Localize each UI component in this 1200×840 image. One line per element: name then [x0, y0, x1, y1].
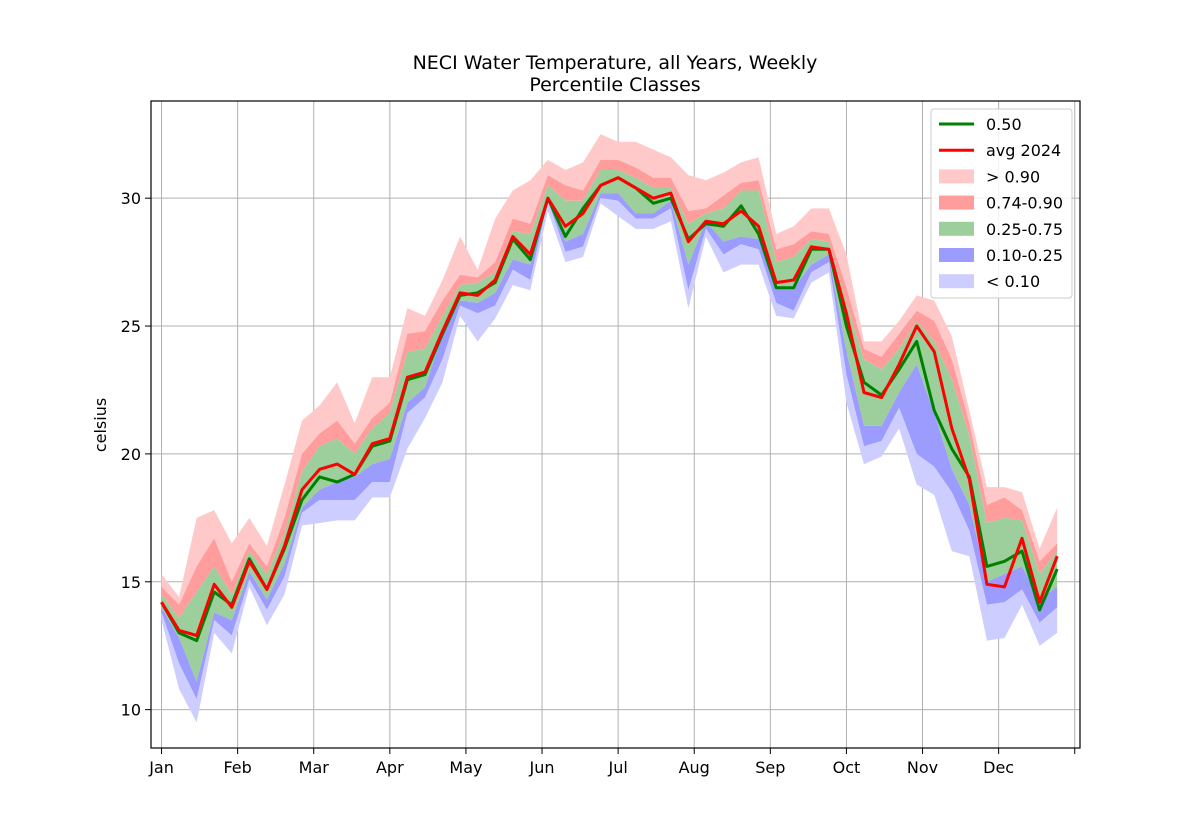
y-tick-label: 25: [121, 317, 141, 336]
y-tick-label: 20: [121, 445, 141, 464]
x-tick-label: May: [449, 758, 482, 777]
legend-0.25-0.75-label: 0.25-0.75: [986, 220, 1063, 239]
x-tick-label: Mar: [299, 758, 330, 777]
legend-median-label: 0.50: [986, 115, 1022, 134]
legend-gt-0.90-label: > 0.90: [986, 167, 1040, 186]
legend-0.25-0.75-swatch: [939, 221, 974, 236]
legend-0.74-0.90-label: 0.74-0.90: [986, 194, 1063, 213]
avg-2024-line: [160, 176, 1059, 637]
x-tick-label: Jan: [148, 758, 174, 777]
x-tick-label: Nov: [907, 758, 938, 777]
y-tick-label: 30: [121, 189, 141, 208]
legend-0.10-0.25-label: 0.10-0.25: [986, 246, 1063, 265]
y-axis-label: celsius: [91, 398, 110, 452]
legend-lt-0.10-label: < 0.10: [986, 272, 1040, 291]
series-lines: [160, 176, 1059, 643]
axes: 10 15 20 25 30 Jan Feb Mar Apr May Jun Jul Aug Sep Oct…: [121, 100, 1081, 777]
x-tick-label: Dec: [983, 758, 1014, 777]
x-tick-label: Apr: [376, 758, 404, 777]
x-tick-label: Jul: [607, 758, 627, 777]
legend-avg-2024-label: avg 2024: [986, 141, 1061, 160]
percentile-bands: [161, 134, 1058, 723]
plot-frame: [150, 100, 1081, 749]
legend-gt-0.90-swatch: [939, 169, 974, 184]
x-tick-label: Feb: [223, 758, 251, 777]
legend: 0.50 avg 2024 > 0.90 0.74-0.90 0.25-0.75 0.10…: [930, 108, 1073, 299]
legend-0.74-0.90-swatch: [939, 195, 974, 210]
chart-subtitle: Percentile Classes: [529, 74, 700, 96]
chart-title: NECI Water Temperature, all Years, Weekl…: [413, 52, 818, 74]
legend-lt-0.10-swatch: [939, 274, 974, 289]
legend-0.10-0.25-swatch: [939, 248, 974, 262]
x-tick-label: Sep: [755, 758, 785, 777]
x-tick-label: Oct: [833, 758, 861, 777]
x-tick-label: Aug: [679, 758, 710, 777]
x-tick-label: Jun: [529, 758, 555, 777]
y-tick-label: 10: [121, 701, 141, 720]
y-tick-label: 15: [121, 573, 141, 592]
